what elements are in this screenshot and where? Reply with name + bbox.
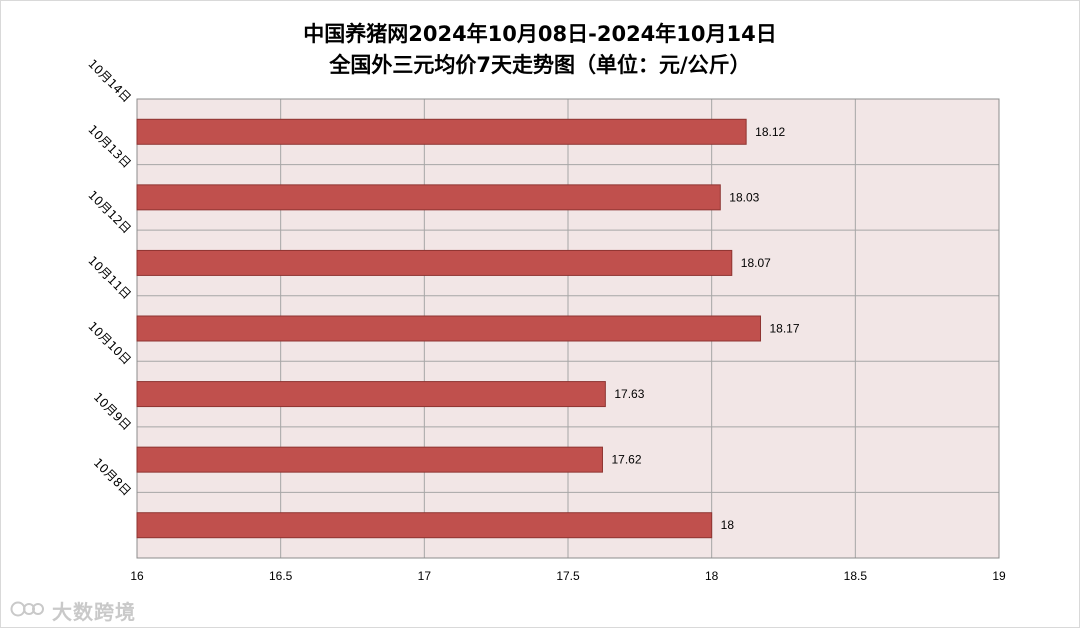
watermark-logo-icon xyxy=(10,599,46,624)
x-tick-label: 19 xyxy=(992,569,1006,583)
category-label: 10月9日 xyxy=(91,390,134,433)
category-label: 10月8日 xyxy=(91,455,134,498)
data-label: 17.62 xyxy=(611,453,641,467)
data-label: 18.17 xyxy=(770,322,800,336)
x-tick-label: 18 xyxy=(705,569,719,583)
category-label: 10月12日 xyxy=(85,188,133,236)
bar-7 xyxy=(136,512,713,539)
x-tick-label: 17 xyxy=(418,569,432,583)
data-label: 18 xyxy=(721,518,735,532)
x-tick-label: 16 xyxy=(130,569,144,583)
category-label: 10月13日 xyxy=(85,122,133,170)
chart-subtitle: 全国外三元均价7天走势图（单位：元/公斤） xyxy=(329,53,751,77)
bar-1 xyxy=(136,118,747,145)
x-tick-label: 17.5 xyxy=(556,569,580,583)
bar-5 xyxy=(136,381,606,408)
watermark-text: 大数跨境 xyxy=(52,600,136,624)
bar-4 xyxy=(136,315,762,342)
category-label: 10月11日 xyxy=(85,253,133,301)
bar-2 xyxy=(136,184,721,211)
chart-title: 中国养猪网2024年10月08日-2024年10月14日 xyxy=(303,22,777,46)
category-label: 10月10日 xyxy=(85,319,133,367)
x-tick-label: 16.5 xyxy=(269,569,293,583)
data-label: 18.07 xyxy=(741,256,771,270)
x-tick-label: 18.5 xyxy=(844,569,868,583)
category-label: 10月14日 xyxy=(85,57,133,105)
watermark: 大数跨境 xyxy=(10,596,136,625)
data-label: 17.63 xyxy=(614,387,644,401)
bar-6 xyxy=(136,446,603,473)
data-label: 18.12 xyxy=(755,125,785,139)
data-label: 18.03 xyxy=(729,190,759,204)
bar-3 xyxy=(136,249,733,276)
